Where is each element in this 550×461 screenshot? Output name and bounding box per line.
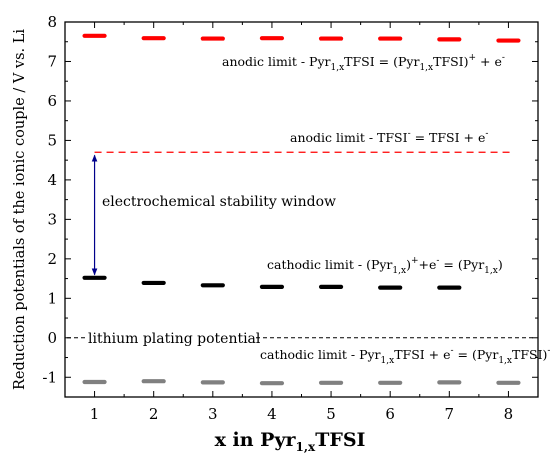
- stability-window-label: electrochemical stability window: [102, 194, 336, 210]
- x-tick-label: 5: [326, 405, 336, 423]
- y-tick-label: 6: [47, 92, 57, 110]
- annotation-anodic-limit-pyr: anodic limit - Pyr1,xTFSI = (Pyr1,xTFSI)…: [222, 53, 505, 73]
- y-tick-label: 0: [47, 329, 57, 347]
- y-tick-label: 7: [47, 52, 57, 70]
- y-tick-label: -1: [42, 368, 57, 386]
- y-axis-label: Reduction potentials of the ionic couple…: [12, 29, 28, 390]
- x-tick-label: 4: [267, 405, 277, 423]
- y-tick-label: 2: [47, 250, 57, 268]
- lithium-plating-label-bg: [86, 328, 254, 347]
- x-tick-label: 8: [504, 405, 514, 423]
- y-tick-label: 3: [47, 210, 57, 228]
- x-tick-label: 7: [445, 405, 455, 423]
- annotation-cathodic-limit-pyrtfsi: cathodic limit - Pyr1,xTFSI + e- = (Pyr1…: [260, 346, 550, 366]
- y-tick-label: 5: [47, 131, 57, 149]
- x-tick-label: 3: [208, 405, 218, 423]
- x-axis-label: x in Pyr1,xTFSI: [215, 429, 366, 454]
- annotation-anodic-limit-tfsi: anodic limit - TFSI- = TFSI + e-: [290, 129, 488, 145]
- lithium-plating-label: lithium plating potential: [88, 331, 261, 347]
- y-tick-label: 8: [47, 13, 57, 31]
- y-tick-label: 4: [47, 171, 57, 189]
- y-tick-label: 1: [47, 289, 57, 307]
- x-tick-label: 6: [385, 405, 395, 423]
- annotation-cathodic-limit-pyr: cathodic limit - (Pyr1,x)++e- = (Pyr1,x): [267, 256, 503, 276]
- x-tick-label: 1: [90, 405, 100, 423]
- x-tick-label: 2: [149, 405, 159, 423]
